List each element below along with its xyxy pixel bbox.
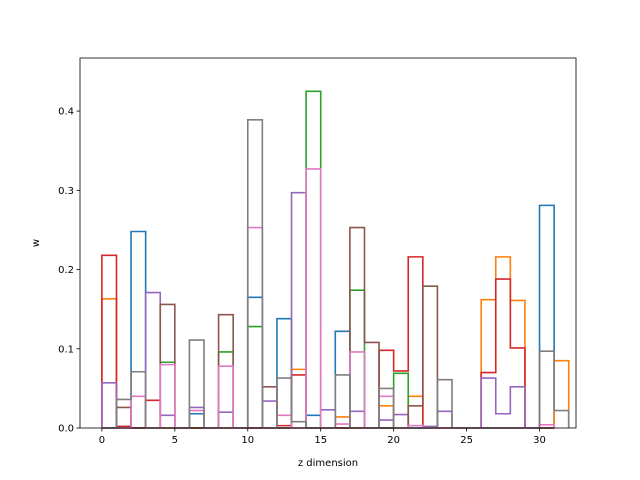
y-axis-ticks: 0.0 0.1 0.2 0.3 0.4 bbox=[58, 107, 80, 435]
x-tick-label: 30 bbox=[533, 435, 546, 446]
x-tick-label: 5 bbox=[172, 435, 178, 446]
y-tick-label: 0.0 bbox=[58, 424, 74, 435]
x-tick-label: 10 bbox=[241, 435, 254, 446]
x-tick-label: 20 bbox=[387, 435, 400, 446]
y-tick-label: 0.2 bbox=[58, 265, 74, 276]
x-axis-ticks: 0 5 10 15 20 25 30 bbox=[99, 428, 546, 446]
x-tick-label: 15 bbox=[314, 435, 327, 446]
axes-frame bbox=[79, 57, 577, 429]
x-tick-label: 0 bbox=[99, 435, 105, 446]
y-tick-label: 0.3 bbox=[58, 186, 74, 197]
y-axis-label: w bbox=[31, 239, 42, 247]
y-tick-label: 0.4 bbox=[58, 107, 74, 118]
y-tick-label: 0.1 bbox=[58, 344, 74, 355]
x-axis-label: z dimension bbox=[298, 458, 358, 469]
x-tick-label: 25 bbox=[460, 435, 473, 446]
